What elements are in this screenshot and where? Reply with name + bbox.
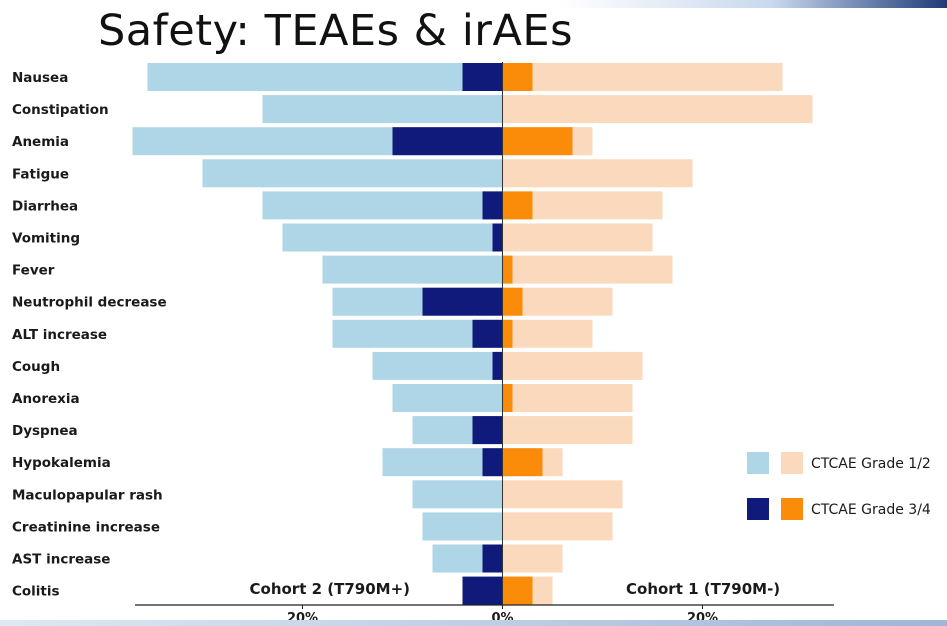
bar-vomiting-right-grade-1-2	[502, 223, 653, 252]
bar-cough-left-grade-1-2	[372, 351, 503, 380]
bar-maculopapular-rash-left-grade-1-2	[412, 480, 503, 509]
bar-dyspnea-right-grade-1-2	[502, 416, 633, 445]
category-label-dyspnea: Dyspnea	[12, 423, 78, 439]
bar-nausea-right-grade-3-4	[502, 63, 533, 91]
bar-anemia-left-grade-3-4	[392, 127, 503, 156]
bar-fatigue-left-grade-1-2	[202, 159, 503, 188]
category-label-diarrhea: Diarrhea	[12, 198, 78, 214]
bar-diarrhea-left-grade-3-4	[482, 191, 503, 220]
bar-fever-left-grade-1-2	[322, 255, 503, 284]
bar-alt-increase-right-grade-3-4	[502, 319, 513, 348]
bar-constipation-left-grade-1-2	[262, 95, 503, 124]
bar-diarrhea-left-grade-1-2	[262, 191, 503, 220]
bar-anemia-right-grade-3-4	[502, 127, 573, 156]
bar-vomiting-left-grade-1-2	[282, 223, 503, 252]
bar-alt-increase-right-grade-1-2	[502, 319, 593, 348]
legend-swatch-cohort-2-ctcae-grade-1-2	[747, 452, 769, 474]
bar-neutrophil-decrease-right-grade-3-4	[502, 287, 523, 316]
bar-fever-right-grade-1-2	[502, 255, 673, 284]
bar-cough-left-grade-3-4	[492, 351, 503, 380]
bar-hypokalemia-left-grade-3-4	[482, 448, 503, 477]
bar-maculopapular-rash-right-grade-1-2	[502, 480, 623, 509]
category-label-neutrophil-decrease: Neutrophil decrease	[12, 295, 167, 311]
legend-swatch-cohort-2-ctcae-grade-3-4	[747, 498, 769, 520]
bar-anorexia-left-grade-1-2	[392, 384, 503, 412]
legend-label-ctcae-grade-3-4: CTCAE Grade 3/4	[811, 502, 931, 518]
bar-ast-increase-right-grade-1-2	[502, 544, 563, 573]
category-label-constipation: Constipation	[12, 102, 109, 118]
category-label-cough: Cough	[12, 359, 60, 375]
bar-diarrhea-right-grade-3-4	[502, 191, 533, 220]
category-label-alt-increase: ALT increase	[12, 327, 107, 343]
category-label-creatinine-increase: Creatinine increase	[12, 519, 160, 535]
bar-hypokalemia-right-grade-3-4	[502, 448, 543, 477]
category-label-hypokalemia: Hypokalemia	[12, 455, 111, 471]
category-label-colitis: Colitis	[12, 584, 60, 600]
bar-creatinine-increase-right-grade-1-2	[502, 512, 613, 541]
bar-nausea-right-grade-1-2	[502, 63, 783, 91]
bar-cough-right-grade-1-2	[502, 351, 643, 380]
header-accent-band	[560, 0, 947, 8]
cohort-2-label: Cohort 2 (T790M+)	[250, 580, 411, 598]
bar-nausea-left-grade-3-4	[462, 63, 503, 91]
bar-vomiting-left-grade-3-4	[492, 223, 503, 252]
category-label-fatigue: Fatigue	[12, 166, 69, 182]
bar-creatinine-increase-left-grade-1-2	[422, 512, 503, 541]
cohort-1-label: Cohort 1 (T790M-)	[626, 580, 780, 598]
bar-colitis-right-grade-3-4	[502, 576, 533, 605]
category-label-anemia: Anemia	[12, 134, 69, 150]
bar-dyspnea-left-grade-3-4	[472, 416, 503, 445]
category-label-nausea: Nausea	[12, 70, 68, 86]
bar-fatigue-right-grade-1-2	[502, 159, 693, 188]
bar-alt-increase-left-grade-3-4	[472, 319, 503, 348]
footer-accent-band	[0, 620, 947, 626]
slide-title: Safety: TEAEs & irAEs	[98, 6, 573, 56]
legend-swatch-cohort-1-ctcae-grade-1-2	[781, 452, 803, 474]
category-label-anorexia: Anorexia	[12, 391, 80, 407]
bar-ast-increase-left-grade-3-4	[482, 544, 503, 573]
bar-nausea-left-grade-1-2	[147, 63, 503, 91]
category-label-vomiting: Vomiting	[12, 231, 80, 247]
legend-swatch-cohort-1-ctcae-grade-3-4	[781, 498, 803, 520]
legend-label-ctcae-grade-1-2: CTCAE Grade 1/2	[811, 456, 931, 472]
bar-colitis-left-grade-3-4	[462, 576, 503, 605]
bar-constipation-right-grade-1-2	[502, 95, 813, 124]
category-label-maculopapular-rash: Maculopapular rash	[12, 487, 163, 503]
category-label-fever: Fever	[12, 263, 55, 279]
category-label-ast-increase: AST increase	[12, 552, 110, 568]
bar-fever-right-grade-3-4	[502, 255, 513, 284]
bar-neutrophil-decrease-left-grade-3-4	[422, 287, 503, 316]
bar-anorexia-right-grade-3-4	[502, 384, 513, 412]
bar-anorexia-right-grade-1-2	[502, 384, 633, 412]
chart-legend: CTCAE Grade 1/2 CTCAE Grade 3/4	[747, 452, 931, 520]
